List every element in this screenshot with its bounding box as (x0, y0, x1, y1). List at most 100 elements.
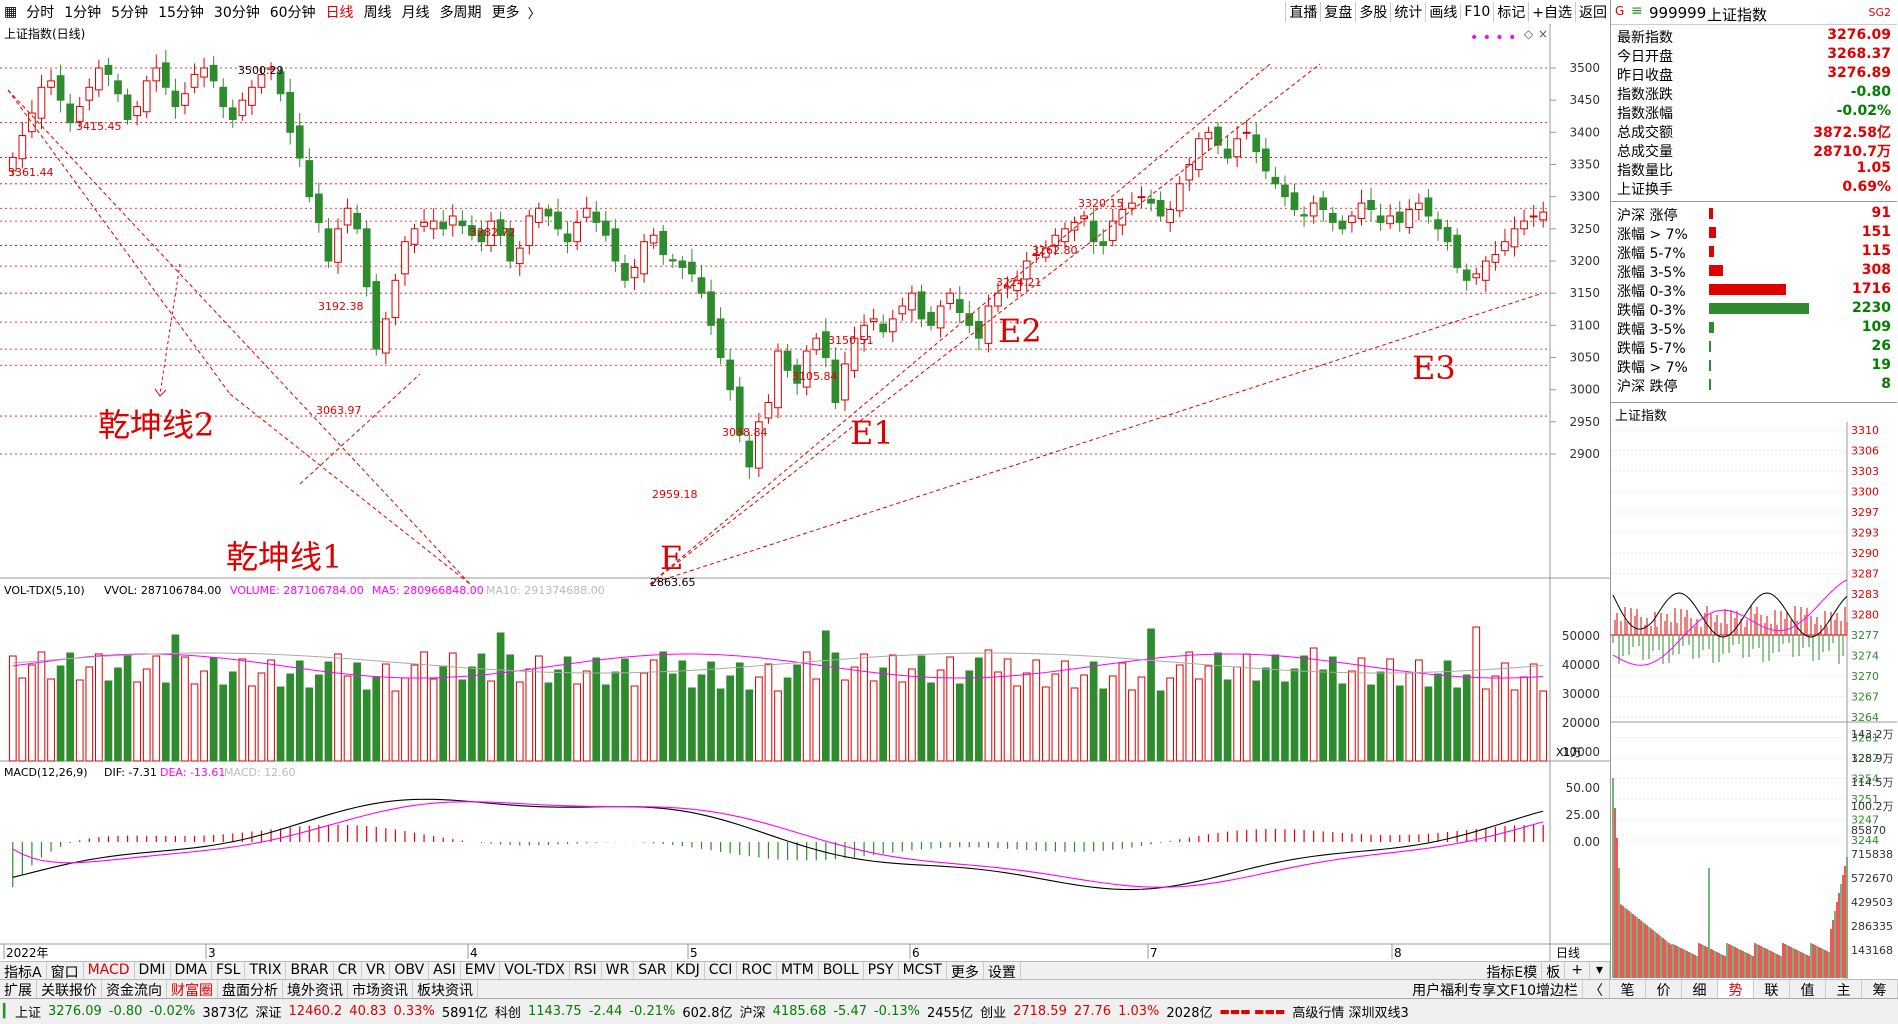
intraday-chart[interactable]: 3310 3306 3303 3300 3297 3293 3290 3287 3283 3280… (1611, 422, 1897, 979)
toolbar-button[interactable]: 统计 (1390, 2, 1425, 22)
indicator-tab[interactable]: 设置 (984, 962, 1021, 981)
indicator-tab[interactable]: MACD (84, 962, 135, 980)
close-icon[interactable]: × (1538, 27, 1548, 41)
mini-ticks (1612, 606, 1848, 664)
info-tab[interactable]: 财富圈 (167, 980, 218, 999)
indicator-tab[interactable]: 窗口 (47, 962, 84, 981)
side-tab[interactable]: 筹 (1862, 980, 1898, 999)
side-tab[interactable]: 笔 (1610, 980, 1646, 999)
diamond-icon[interactable]: ◇ (1524, 27, 1534, 41)
candle-body (1281, 184, 1289, 198)
candle (917, 284, 926, 328)
indicator-tab-right[interactable]: 指标E模 (1482, 962, 1543, 981)
period-tab[interactable]: 30分钟 (213, 5, 260, 21)
indicator-tab[interactable]: 更多 (947, 962, 984, 981)
indicator-tab[interactable]: PSY (864, 962, 899, 980)
period-tab[interactable]: 5分钟 (111, 5, 149, 21)
quote-label: 最新指数 (1617, 30, 1673, 46)
period-tab[interactable]: 60分钟 (269, 5, 316, 21)
menu-icon[interactable]: ≡ (1631, 3, 1643, 19)
volume-bar (1453, 687, 1461, 762)
kline-chart[interactable]: 3500 3450 3400 3350 3300 3250 3200 3150 3100 3050… (0, 24, 1610, 979)
info-tab[interactable]: 市场资讯 (348, 980, 413, 999)
info-tab[interactable]: 扩展 (0, 980, 37, 999)
toolbar-button[interactable]: +自选 (1528, 2, 1575, 22)
indicator-tab[interactable]: SAR (634, 962, 672, 980)
period-tab[interactable]: 1分钟 (64, 5, 102, 21)
left-arrow-icon[interactable]: 〈 (1583, 980, 1610, 999)
indicator-tab[interactable]: 指标A (0, 962, 47, 981)
indicator-tab[interactable]: DMA (171, 962, 212, 980)
period-tab[interactable]: 日线 (325, 5, 354, 21)
indicator-tab[interactable]: MCST (899, 962, 947, 980)
side-tab[interactable]: 势 (1718, 980, 1754, 999)
info-tab[interactable]: 关联报价 (37, 980, 102, 999)
period-tab[interactable]: 分时 (26, 5, 55, 21)
side-tab[interactable]: 价 (1646, 980, 1682, 999)
info-tab[interactable]: 盘面分析 (218, 980, 283, 999)
period-tab[interactable]: 多周期 (439, 5, 482, 21)
indicator-tab-right[interactable]: 板 (1542, 962, 1566, 981)
volume-bar (984, 649, 993, 762)
period-tab[interactable]: 周线 (363, 5, 392, 21)
breadth-bar (1709, 360, 1711, 371)
period-tab[interactable]: 月线 (401, 5, 430, 21)
side-tab[interactable]: 主 (1826, 980, 1862, 999)
candle (381, 311, 390, 364)
indicator-tab[interactable]: DMI (135, 962, 171, 980)
toolbar-button[interactable]: F10 (1460, 4, 1493, 20)
candle (783, 343, 792, 378)
indicator-tab[interactable]: BOLL (819, 962, 864, 980)
toolbar-button[interactable]: 画线 (1425, 2, 1460, 22)
status-right[interactable]: 高级行情 深圳双线3 (1292, 1006, 1409, 1021)
grid-icon[interactable]: ▦ (4, 4, 18, 20)
toolbar-button[interactable]: 标记 (1493, 2, 1528, 22)
chevron-right-icon[interactable]: 〉 (527, 6, 541, 22)
indicator-tab[interactable]: CCI (705, 962, 738, 980)
indicator-tab[interactable]: ASI (429, 962, 461, 980)
side-tab[interactable]: 值 (1790, 980, 1826, 999)
side-tab[interactable]: 联 (1754, 980, 1790, 999)
index-name[interactable]: 沪深 (739, 1006, 766, 1021)
period-tab[interactable]: 更多 (491, 5, 520, 21)
indicator-tab[interactable]: OBV (390, 962, 430, 980)
indicator-tab[interactable]: WR (602, 962, 635, 980)
volume-bar (601, 684, 610, 762)
promo-link[interactable]: 用户福利专享文F10增边栏 (1408, 980, 1583, 999)
volume-bars (8, 626, 1548, 762)
volume-bar (774, 690, 782, 762)
mini-price-label: 3264 (1851, 711, 1879, 724)
index-name[interactable]: 创业 (980, 1006, 1007, 1021)
indicator-tab[interactable]: ROC (737, 962, 777, 980)
index-name[interactable]: 科创 (494, 1006, 521, 1021)
indicator-tab[interactable]: RSI (570, 962, 602, 980)
toolbar-button[interactable]: 复盘 (1320, 2, 1355, 22)
side-tab[interactable]: 细 (1682, 980, 1718, 999)
indicator-tab[interactable]: KDJ (672, 962, 705, 980)
toolbar-button[interactable]: 多股 (1355, 2, 1390, 22)
index-name[interactable]: 深证 (255, 1006, 282, 1021)
info-tab[interactable]: 境外资讯 (283, 980, 348, 999)
indicator-tab[interactable]: BRAR (286, 962, 334, 980)
candle-body (1195, 138, 1203, 171)
indicator-tab[interactable]: VR (362, 962, 391, 980)
info-tab[interactable]: 板块资讯 (413, 980, 478, 999)
info-tab[interactable]: 资金流向 (102, 980, 167, 999)
heatmap-icon[interactable]: ▬▬▬ ▬▬▬ (1219, 1005, 1286, 1018)
toolbar-button[interactable]: 直播 (1285, 2, 1320, 22)
chart-bg (0, 24, 1610, 979)
period-tab[interactable]: 15分钟 (158, 5, 204, 21)
indicator-tab[interactable]: VOL-TDX (500, 962, 570, 980)
toolbar-button[interactable]: 返回 (1575, 2, 1610, 22)
indicator-tab[interactable]: TRIX (245, 962, 287, 980)
add-icon[interactable]: + (1565, 962, 1590, 980)
chevron-down-icon[interactable]: ▾ (1590, 962, 1610, 980)
index-name[interactable]: 上证 (15, 1006, 42, 1021)
candle (95, 59, 103, 97)
candle (468, 215, 476, 241)
indicator-tab[interactable]: FSL (212, 962, 246, 980)
indicator-tab[interactable]: CR (334, 962, 363, 980)
indicator-tab[interactable]: MTM (777, 962, 819, 980)
indicator-tab[interactable]: EMV (461, 962, 501, 980)
chart-annotation-label: E3 (1412, 349, 1456, 387)
